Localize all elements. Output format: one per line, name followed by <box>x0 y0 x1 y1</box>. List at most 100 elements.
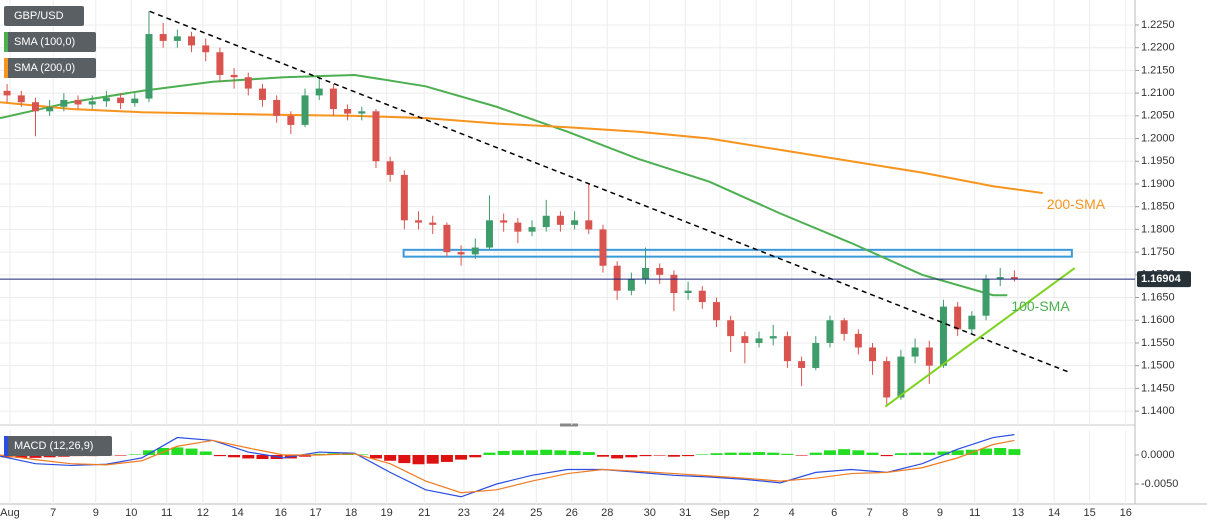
candle-body <box>613 265 621 291</box>
legend-box <box>4 6 84 26</box>
candle-body <box>783 336 791 362</box>
histogram-bar <box>256 454 269 460</box>
x-tick-label: Sep <box>710 507 730 519</box>
y-tick-label: 1.1450 <box>1141 382 1175 394</box>
histogram-bar <box>142 450 155 455</box>
y-tick-label: 1.1750 <box>1141 246 1175 258</box>
candle-body <box>485 220 493 248</box>
histogram-bar <box>596 454 609 457</box>
candle-body <box>968 315 976 330</box>
histogram-bar <box>29 454 42 458</box>
x-tick-label: Aug <box>0 507 20 519</box>
candle-body <box>642 268 650 280</box>
histogram-bar <box>412 454 425 465</box>
candle-body <box>202 45 210 53</box>
histogram-bar <box>384 454 397 461</box>
candle-body <box>188 36 196 46</box>
candle-body <box>429 222 437 225</box>
candle-body <box>301 95 309 125</box>
candle-body <box>883 361 891 398</box>
histogram-bar <box>951 450 964 455</box>
candle-body <box>329 88 337 110</box>
histogram-bar <box>128 454 141 455</box>
candle-body <box>145 34 153 99</box>
y-tick-label: 1.2150 <box>1141 64 1175 76</box>
x-tick-label: 9 <box>93 507 99 519</box>
legend-swatch <box>4 32 8 52</box>
candle-body <box>514 222 522 232</box>
histogram-bar <box>639 454 652 457</box>
y-tick-label: 0.0000 <box>1141 449 1175 461</box>
candle-body <box>471 247 479 255</box>
histogram-bar <box>15 454 28 458</box>
candle-body <box>88 101 96 105</box>
y-tick-label: 1.1400 <box>1141 405 1175 417</box>
legend-box <box>4 58 96 78</box>
candle-body <box>258 88 266 100</box>
x-tick-label: 26 <box>566 507 578 519</box>
candle-body <box>982 279 990 316</box>
histogram-bar <box>568 450 581 455</box>
x-tick-label: 8 <box>902 507 908 519</box>
candle-body <box>556 215 564 225</box>
histogram-bar <box>781 453 794 455</box>
histogram-bar <box>795 454 808 456</box>
candle-body <box>117 97 125 104</box>
sma-label: 100-SMA <box>1011 298 1070 314</box>
candle-body <box>670 274 678 293</box>
candle-body <box>159 34 167 41</box>
candle-body <box>230 74 238 78</box>
candle-body <box>244 77 252 89</box>
candle-body <box>585 220 593 230</box>
candle-body <box>273 99 281 116</box>
x-tick-label: 17 <box>310 507 322 519</box>
histogram-bar <box>753 452 766 455</box>
candle-body <box>869 347 877 362</box>
x-tick-label: 15 <box>1083 507 1095 519</box>
histogram-bar <box>526 450 539 455</box>
candle-body <box>386 161 394 175</box>
candle-body <box>755 338 763 343</box>
x-tick-label: 13 <box>1012 507 1024 519</box>
x-tick-label: 11 <box>161 507 172 519</box>
resistance-zone <box>402 248 1073 258</box>
histogram-bar <box>653 454 666 456</box>
candle-body <box>3 90 11 96</box>
y-tick-label: 1.2050 <box>1141 110 1175 122</box>
candle-body <box>74 99 82 105</box>
candle-body <box>102 97 110 102</box>
legend-title: MACD (12,26,9) <box>14 440 93 452</box>
last-price-label: 1.16904 <box>1141 273 1182 285</box>
candle-body <box>599 229 607 266</box>
histogram-bar <box>823 450 836 455</box>
y-tick-label: 1.1850 <box>1141 201 1175 213</box>
candle-body <box>400 174 408 221</box>
candle-body <box>1010 277 1018 280</box>
histogram-bar <box>511 450 524 455</box>
histogram-bar <box>299 454 312 457</box>
histogram-bar <box>909 452 922 455</box>
histogram-bar <box>667 454 680 457</box>
histogram-bar <box>228 454 241 458</box>
candle-body <box>46 106 54 112</box>
candle-body <box>131 98 139 104</box>
histogram-bar <box>483 452 496 455</box>
histogram-bar <box>866 452 879 455</box>
histogram-bar <box>369 454 382 459</box>
x-tick-label: 18 <box>345 507 357 519</box>
histogram-bar <box>426 454 439 464</box>
legend-swatch <box>4 436 8 456</box>
histogram-bar <box>994 448 1007 455</box>
candle-body <box>741 336 749 343</box>
y-tick-label: 1.1500 <box>1141 360 1175 372</box>
y-tick-label: 1.1950 <box>1141 155 1175 167</box>
histogram-bar <box>894 453 907 455</box>
x-tick-label: 12 <box>197 507 209 519</box>
candle-body <box>897 356 905 398</box>
x-tick-label: 21 <box>418 507 430 519</box>
histogram-bar <box>355 454 368 455</box>
candle-body <box>415 220 423 223</box>
x-tick-label: 31 <box>679 507 691 519</box>
candle-body <box>571 220 579 225</box>
